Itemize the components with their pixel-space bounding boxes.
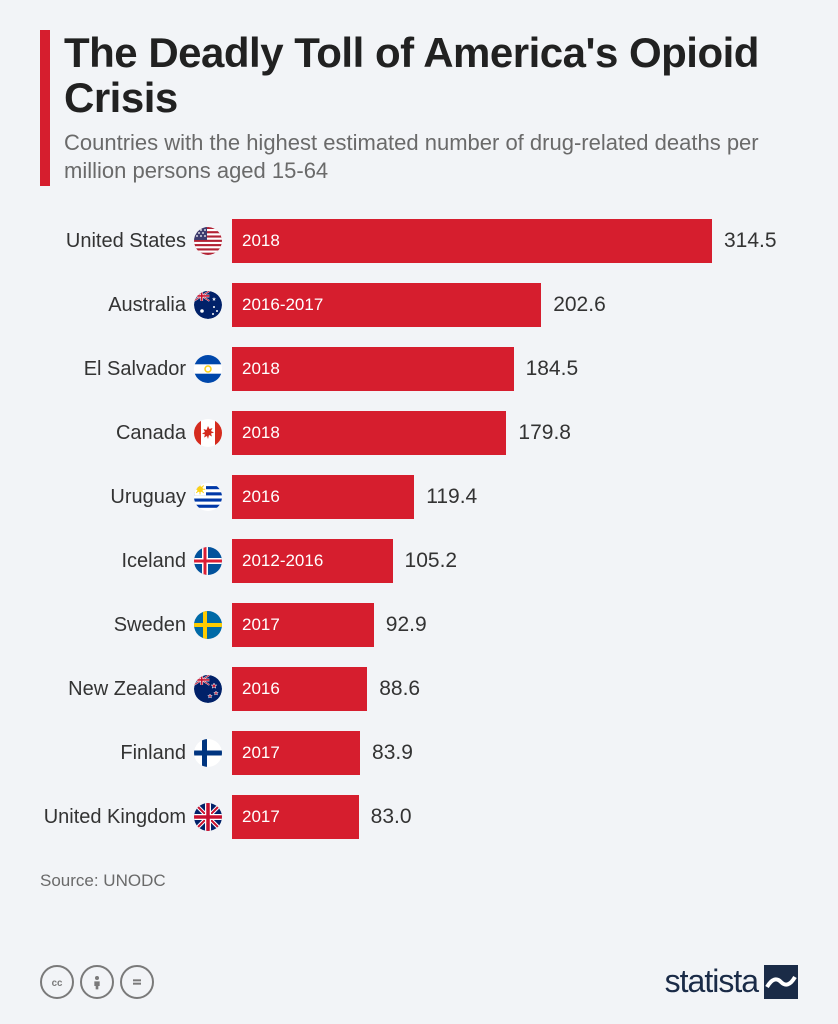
bar-column: 2016 119.4 [232,475,798,519]
flag-icon-au [194,291,222,319]
bar-year-label: 2018 [242,231,280,251]
bar-year-label: 2016 [242,679,280,699]
bar-chart: United States 2018 314.5 Australia 2016-2017… [40,214,798,845]
brand-text: statista [665,963,758,1000]
by-icon [80,965,114,999]
nd-icon [120,965,154,999]
bar-column: 2017 83.9 [232,731,798,775]
chart-subtitle: Countries with the highest estimated num… [64,129,798,186]
bar-year-label: 2017 [242,615,280,635]
label-column: Australia [40,291,232,319]
country-label: Canada [116,422,186,445]
bar-value-label: 119.4 [426,485,477,509]
bar-column: 2017 83.0 [232,795,798,839]
cc-license-icons: cc [40,965,154,999]
label-column: Iceland [40,547,232,575]
flag-icon-is [194,547,222,575]
country-label: Uruguay [110,486,186,509]
bar-value-label: 83.9 [372,741,413,765]
country-label: United States [66,230,186,253]
bar: 2016 [232,667,367,711]
accent-bar [40,30,50,186]
bar: 2016 [232,475,414,519]
country-label: Australia [108,294,186,317]
flag-icon-uy [194,483,222,511]
label-column: Sweden [40,611,232,639]
flag-icon-nz [194,675,222,703]
bar-row: Uruguay 2016 119.4 [40,470,798,525]
bar: 2016-2017 [232,283,541,327]
bar: 2017 [232,731,360,775]
bar-row: Canada 2018 179.8 [40,406,798,461]
bar-column: 2018 184.5 [232,347,798,391]
bar: 2017 [232,603,374,647]
flag-icon-sv [194,355,222,383]
label-column: Finland [40,739,232,767]
country-label: Sweden [114,614,186,637]
bar-column: 2018 314.5 [232,219,798,263]
bar: 2018 [232,347,514,391]
label-column: New Zealand [40,675,232,703]
label-column: United States [40,227,232,255]
label-column: El Salvador [40,355,232,383]
country-label: United Kingdom [44,806,186,829]
label-column: Uruguay [40,483,232,511]
bar-year-label: 2017 [242,807,280,827]
chart-title: The Deadly Toll of America's Opioid Cris… [64,30,798,121]
bar-value-label: 314.5 [724,229,777,253]
bar-year-label: 2012-2016 [242,551,323,571]
flag-icon-fi [194,739,222,767]
bar-row: Iceland 2012-2016 105.2 [40,534,798,589]
flag-icon-gb [194,803,222,831]
bar-column: 2012-2016 105.2 [232,539,798,583]
country-label: Iceland [122,550,187,573]
bar-year-label: 2016-2017 [242,295,323,315]
bar-value-label: 92.9 [386,613,427,637]
header-text: The Deadly Toll of America's Opioid Cris… [64,30,798,186]
bar-year-label: 2018 [242,359,280,379]
bar-year-label: 2018 [242,423,280,443]
bar-row: Australia 2016-2017 202.6 [40,278,798,333]
bar: 2018 [232,411,506,455]
bar-year-label: 2016 [242,487,280,507]
bar-column: 2018 179.8 [232,411,798,455]
country-label: New Zealand [68,678,186,701]
bar-year-label: 2017 [242,743,280,763]
footer: cc statista [40,963,798,1000]
bar: 2012-2016 [232,539,393,583]
bar-row: El Salvador 2018 184.5 [40,342,798,397]
statista-logo: statista [665,963,798,1000]
bar-column: 2016 88.6 [232,667,798,711]
flag-icon-us [194,227,222,255]
svg-text:cc: cc [52,977,63,988]
flag-icon-se [194,611,222,639]
cc-icon: cc [40,965,74,999]
bar-value-label: 202.6 [553,293,606,317]
bar-row: United Kingdom 2017 83.0 [40,790,798,845]
label-column: United Kingdom [40,803,232,831]
source-label: Source: UNODC [40,871,798,891]
bar-row: Sweden 2017 92.9 [40,598,798,653]
bar-row: New Zealand 2016 88.6 [40,662,798,717]
bar: 2018 [232,219,712,263]
country-label: El Salvador [84,358,186,381]
bar: 2017 [232,795,359,839]
country-label: Finland [120,742,186,765]
label-column: Canada [40,419,232,447]
bar-column: 2017 92.9 [232,603,798,647]
statista-wave-icon [764,965,798,999]
bar-value-label: 83.0 [371,805,412,829]
bar-value-label: 179.8 [518,421,571,445]
bar-value-label: 184.5 [526,357,579,381]
bar-row: United States 2018 314.5 [40,214,798,269]
header: The Deadly Toll of America's Opioid Cris… [40,30,798,186]
bar-value-label: 105.2 [405,549,458,573]
bar-value-label: 88.6 [379,677,420,701]
bar-row: Finland 2017 83.9 [40,726,798,781]
bar-column: 2016-2017 202.6 [232,283,798,327]
flag-icon-ca [194,419,222,447]
